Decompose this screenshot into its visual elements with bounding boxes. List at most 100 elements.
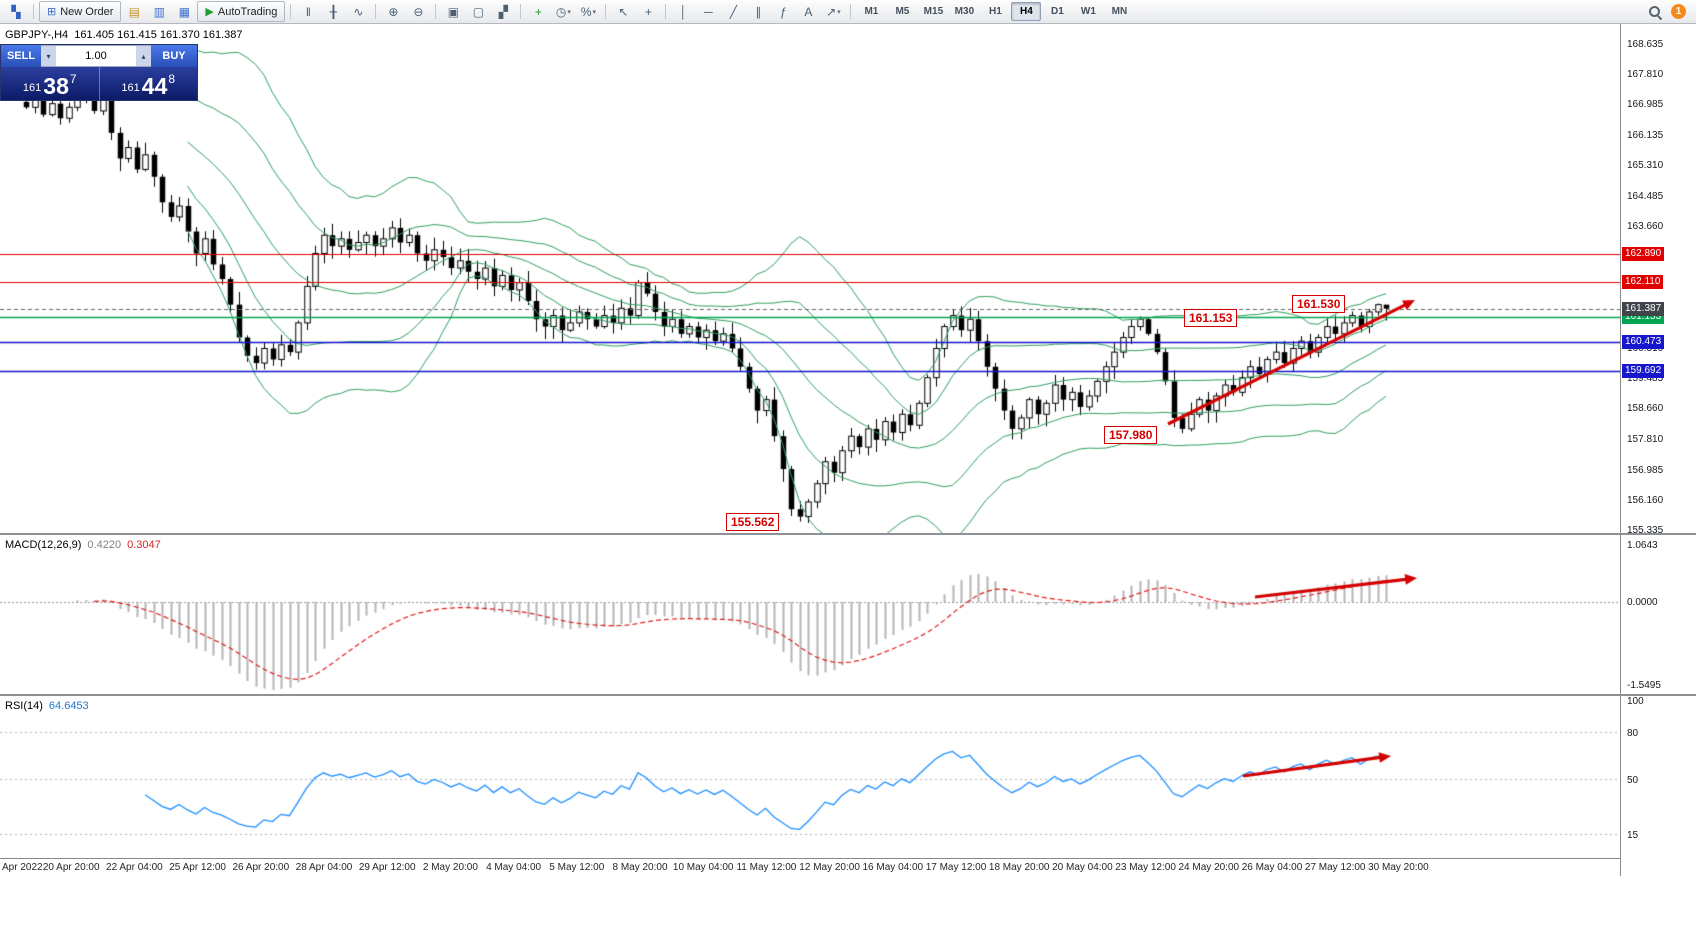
price-axis-tick: 165.310: [1627, 160, 1664, 172]
volume-input[interactable]: [56, 45, 136, 67]
time-axis-label: 12 May 20:00: [799, 862, 860, 873]
timeframe-mn-button[interactable]: MN: [1111, 6, 1128, 17]
ask-price[interactable]: 161 44 8: [100, 67, 198, 100]
toolbar-separator: [850, 4, 852, 19]
timeframe-h4-button[interactable]: H4: [1011, 2, 1042, 21]
macd-canvas[interactable]: [0, 536, 1620, 694]
time-axis-label: 11 May 12:00: [736, 862, 797, 873]
dropdown-caret-icon: ▾: [592, 8, 596, 16]
market-watch-icon[interactable]: ▥: [153, 4, 166, 19]
periods-dropdown[interactable]: ◷ ▾: [555, 4, 571, 19]
bid-prefix: 161: [22, 82, 42, 94]
panel-splitter[interactable]: [0, 694, 1696, 696]
bid-price[interactable]: 161 38 7: [1, 67, 99, 100]
rsi-panel[interactable]: RSI(14) 64.6453: [0, 697, 1620, 858]
bar-chart-icon[interactable]: ‖: [305, 4, 311, 19]
volume-decrease-button[interactable]: ▾: [41, 45, 56, 67]
new-order-button[interactable]: ⊞ New Order: [39, 1, 122, 22]
toolbar: ▚ ⊞ New Order ▤ ▥ ▦ ▶ AutoTrading ‖ ╂ ∿ ⊕ ⊖ ▣ ▢ ▞ + ◷ ▾ % ▾ ↖…: [0, 0, 1696, 24]
candlestick-chart-icon[interactable]: ╂: [329, 4, 338, 19]
main-chart-panel[interactable]: GBPJPY-,H4 161.405 161.415 161.370 161.3…: [0, 24, 1620, 533]
price-annotation[interactable]: 161.530: [1292, 295, 1346, 313]
text-icon[interactable]: A: [804, 4, 813, 19]
time-axis-label: 8 May 20:00: [612, 862, 668, 873]
price-axis-tick: 164.485: [1627, 190, 1664, 202]
buy-button[interactable]: BUY: [151, 45, 197, 67]
cascade-windows-icon[interactable]: ▢: [472, 4, 485, 19]
price-annotation[interactable]: 157.980: [1104, 426, 1158, 444]
dropdown-caret-icon: ▾: [567, 8, 571, 16]
time-axis[interactable]: Apr 2022 20 Apr 20:00 22 Apr 04:00 25 Apr 1…: [0, 858, 1620, 877]
tile-windows-icon[interactable]: ▣: [447, 4, 460, 19]
time-axis-label: 24 May 20:00: [1178, 862, 1240, 873]
macd-scale-label: 0.0000: [1627, 597, 1658, 608]
price-axis-tick: 167.810: [1627, 69, 1664, 81]
sell-button[interactable]: SELL: [1, 45, 41, 67]
zoom-in-icon[interactable]: ⊕: [388, 4, 399, 19]
timeframe-w1-button[interactable]: W1: [1080, 6, 1096, 17]
timeframe-m30-button[interactable]: M30: [954, 6, 975, 17]
trendline-icon[interactable]: ╱: [729, 4, 738, 19]
bid-big-digits: 38: [43, 73, 69, 99]
rsi-scale-label: 50: [1627, 775, 1639, 786]
timeframe-d1-button[interactable]: D1: [1051, 6, 1064, 17]
time-axis-label: 29 Apr 12:00: [358, 862, 416, 873]
price-axis[interactable]: 168.635 167.810 166.985 166.135 165.310 164.4…: [1620, 24, 1696, 876]
volume-increase-button[interactable]: ▴: [136, 45, 151, 67]
toolbar-separator: [375, 4, 377, 19]
crosshair-icon[interactable]: +: [644, 4, 652, 19]
charts-folder-icon[interactable]: ▤: [128, 4, 141, 19]
autotrading-button[interactable]: ▶ AutoTrading: [197, 1, 286, 22]
equidistant-channel-icon[interactable]: ∥: [755, 4, 762, 19]
bid-pip-digit: 7: [69, 72, 77, 86]
macd-panel[interactable]: MACD(12,26,9) 0.4220 0.3047: [0, 536, 1620, 694]
line-chart-icon[interactable]: ∿: [353, 4, 364, 19]
search-icon[interactable]: [1647, 4, 1663, 20]
new-chart-icon[interactable]: +: [534, 4, 542, 19]
price-annotation[interactable]: 155.562: [726, 513, 780, 531]
rsi-scale-label: 100: [1627, 696, 1644, 707]
rsi-canvas[interactable]: [0, 697, 1620, 858]
templates-icon[interactable]: % ▾: [580, 4, 596, 19]
time-axis-label: 23 May 12:00: [1115, 862, 1176, 873]
arrange-windows-icon[interactable]: ▞: [498, 4, 509, 19]
time-axis-label: Apr 2022: [2, 862, 43, 873]
arrows-icon[interactable]: ↗ ▾: [826, 4, 841, 19]
timeframe-h1-button[interactable]: H1: [989, 6, 1002, 17]
price-axis-tick: 158.660: [1627, 403, 1664, 415]
time-axis-label: 17 May 12:00: [925, 862, 987, 873]
price-annotation[interactable]: 161.153: [1184, 309, 1238, 327]
time-axis-label: 26 Apr 20:00: [232, 862, 290, 873]
horizontal-line-icon[interactable]: ─: [704, 4, 713, 19]
price-axis-tick: 166.135: [1627, 130, 1664, 142]
time-axis-label: 28 Apr 04:00: [295, 862, 353, 873]
time-axis-label: 30 May 20:00: [1368, 862, 1429, 873]
macd-main-value: 0.4220: [87, 539, 122, 551]
navigator-icon[interactable]: ▦: [178, 4, 191, 19]
price-axis-tick: 156.160: [1627, 494, 1664, 506]
current-price-label: 161.387: [1622, 301, 1665, 316]
time-axis-label: 10 May 04:00: [672, 862, 734, 873]
timeframe-m1-button[interactable]: M1: [864, 6, 879, 17]
price-axis-tick: 155.335: [1627, 524, 1664, 536]
rsi-value: 64.6453: [48, 700, 89, 712]
app-icon[interactable]: ▚: [11, 4, 21, 19]
panel-splitter[interactable]: [0, 533, 1696, 535]
price-axis-tick: 166.985: [1627, 99, 1664, 111]
timeframe-m5-button[interactable]: M5: [895, 6, 910, 17]
fibonacci-icon[interactable]: ƒ: [780, 4, 787, 19]
zoom-out-icon[interactable]: ⊖: [413, 4, 424, 19]
price-axis-tick: 163.660: [1627, 220, 1664, 232]
time-axis-label: 20 May 04:00: [1052, 862, 1113, 873]
macd-scale-label: 1.0643: [1627, 539, 1658, 551]
toolbar-separator: [520, 4, 522, 19]
cursor-icon[interactable]: ↖: [618, 4, 629, 19]
vertical-line-icon[interactable]: │: [679, 4, 688, 19]
timeframe-m15-button[interactable]: M15: [923, 6, 944, 17]
main-chart-canvas[interactable]: [0, 24, 1620, 533]
one-click-trading-panel: SELL ▾ ▴ BUY 161 38 7 161 44 8: [0, 44, 198, 101]
hline-price-label: 160.473: [1622, 335, 1665, 350]
price-axis-tick: 156.985: [1627, 464, 1664, 476]
autotrading-button-label: AutoTrading: [217, 5, 278, 18]
notification-badge[interactable]: 1: [1671, 4, 1686, 19]
